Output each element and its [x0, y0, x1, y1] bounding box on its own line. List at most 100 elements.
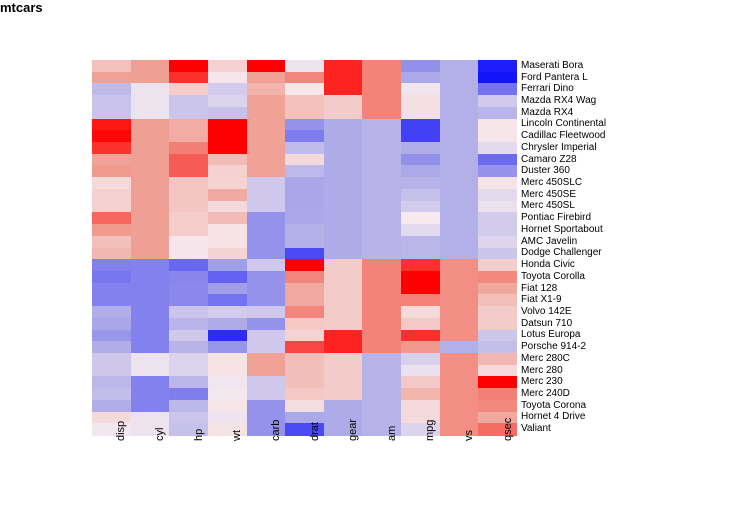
row-label: Merc 450SLC: [521, 177, 582, 188]
cell: [169, 353, 208, 365]
row-label: Lotus Europa: [521, 329, 581, 340]
cell: [362, 306, 401, 318]
cell: [169, 236, 208, 248]
cell: [362, 95, 401, 107]
cell: [208, 283, 247, 295]
cell: [440, 236, 479, 248]
row-label: Maserati Bora: [521, 60, 583, 71]
row-label: Dodge Challenger: [521, 247, 602, 258]
cell: [324, 107, 363, 119]
cell: [131, 259, 170, 271]
cell: [324, 142, 363, 154]
cell: [92, 259, 131, 271]
cell: [324, 283, 363, 295]
cell: [247, 283, 286, 295]
cell: [478, 72, 517, 84]
cell: [478, 341, 517, 353]
cell: [401, 294, 440, 306]
row-label: Merc 240D: [521, 388, 570, 399]
cell: [208, 201, 247, 213]
cell: [169, 341, 208, 353]
cell: [131, 376, 170, 388]
cell: [324, 83, 363, 95]
cell: [440, 341, 479, 353]
cell: [362, 388, 401, 400]
cell: [324, 201, 363, 213]
cell: [131, 365, 170, 377]
cell: [247, 365, 286, 377]
cell: [440, 400, 479, 412]
cell: [362, 365, 401, 377]
cell: [324, 95, 363, 107]
cell: [401, 119, 440, 131]
cell: [401, 271, 440, 283]
row-label: Mazda RX4: [521, 107, 573, 118]
cell: [440, 189, 479, 201]
cell: [440, 177, 479, 189]
cell: [247, 271, 286, 283]
cell: [285, 271, 324, 283]
cell: [478, 189, 517, 201]
cell: [478, 165, 517, 177]
cell: [478, 154, 517, 166]
cell: [362, 119, 401, 131]
cell: [208, 294, 247, 306]
row-label: Mazda RX4 Wag: [521, 95, 596, 106]
col-label: vs: [463, 430, 475, 441]
heatmap-figure: { "type": "heatmap", "layout": { "width"…: [0, 0, 740, 529]
row-label: Datsun 710: [521, 318, 572, 329]
cell: [169, 388, 208, 400]
row-label: Duster 360: [521, 165, 570, 176]
cell: [247, 259, 286, 271]
col-label: drat: [309, 422, 321, 441]
cell: [131, 154, 170, 166]
cell: [324, 224, 363, 236]
cell: [324, 72, 363, 84]
cell: [92, 388, 131, 400]
row-label: Merc 450SE: [521, 189, 576, 200]
cell: [401, 248, 440, 260]
cell: [440, 283, 479, 295]
cell: [208, 400, 247, 412]
cell: [169, 412, 208, 424]
cell: [131, 283, 170, 295]
cell: [247, 165, 286, 177]
row-label: Toyota Corona: [521, 400, 586, 411]
cell: [362, 353, 401, 365]
col-label: qsec: [502, 418, 514, 441]
cell: [131, 353, 170, 365]
cell: [401, 341, 440, 353]
cell: [247, 318, 286, 330]
cell: [247, 236, 286, 248]
col-label: mpg: [424, 420, 436, 441]
cell: [169, 365, 208, 377]
cell: [401, 130, 440, 142]
cell: [478, 142, 517, 154]
cell: [208, 353, 247, 365]
cell: [131, 388, 170, 400]
cell: [169, 400, 208, 412]
cell: [362, 154, 401, 166]
col-label: gear: [347, 419, 359, 441]
cell: [92, 212, 131, 224]
cell: [440, 318, 479, 330]
col-label: hp: [193, 429, 205, 441]
cell: [440, 165, 479, 177]
cell: [247, 177, 286, 189]
cell: [440, 306, 479, 318]
cell: [92, 248, 131, 260]
cell: [92, 400, 131, 412]
cell: [401, 376, 440, 388]
row-label: AMC Javelin: [521, 236, 577, 247]
row-label: Ferrari Dino: [521, 83, 574, 94]
row-label: Cadillac Fleetwood: [521, 130, 606, 141]
cell: [208, 189, 247, 201]
row-label: Pontiac Firebird: [521, 212, 591, 223]
cell: [362, 224, 401, 236]
cell: [131, 400, 170, 412]
cell: [169, 259, 208, 271]
cell: [169, 330, 208, 342]
row-label: Merc 280: [521, 365, 563, 376]
cell: [362, 165, 401, 177]
cell: [247, 353, 286, 365]
